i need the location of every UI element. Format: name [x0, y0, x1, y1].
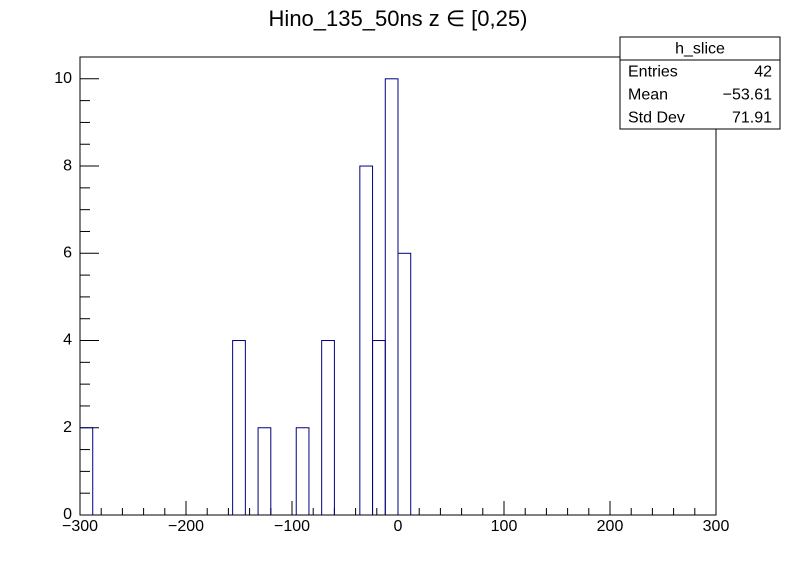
- x-tick-label: −300: [62, 518, 98, 535]
- stats-title: h_slice: [675, 41, 725, 58]
- stats-value: 71.91: [732, 110, 772, 127]
- y-tick-label: 6: [63, 245, 72, 262]
- y-tick-label: 4: [63, 332, 72, 349]
- x-tick-label: −100: [274, 518, 310, 535]
- stats-box: h_slice Entries 42 Mean −53.61 Std Dev 71.91: [619, 36, 781, 130]
- y-tick-label: 0: [63, 506, 72, 523]
- frame: [79, 56, 717, 516]
- x-tick-label: 200: [597, 518, 624, 535]
- stats-label: Mean: [628, 87, 668, 104]
- stats-frame: [619, 36, 781, 130]
- stats-label: Std Dev: [628, 110, 685, 127]
- x-tick-label: 0: [394, 518, 403, 535]
- stats-value: 42: [754, 64, 772, 81]
- stats-value: −53.61: [723, 87, 772, 104]
- y-tick-label: 10: [54, 70, 72, 87]
- x-tick-label: −200: [168, 518, 204, 535]
- plot-area: −300 −200 −100 0 100 200 300 0 2 4 6 8 10: [54, 56, 730, 535]
- x-tick-label: 100: [491, 518, 518, 535]
- y-tick-label: 8: [63, 157, 72, 174]
- stats-label: Entries: [628, 64, 678, 81]
- y-tick-label: 2: [63, 419, 72, 436]
- x-tick-label: 300: [703, 518, 730, 535]
- chart-title: Hino_135_50ns z ∈ [0,25): [269, 6, 528, 31]
